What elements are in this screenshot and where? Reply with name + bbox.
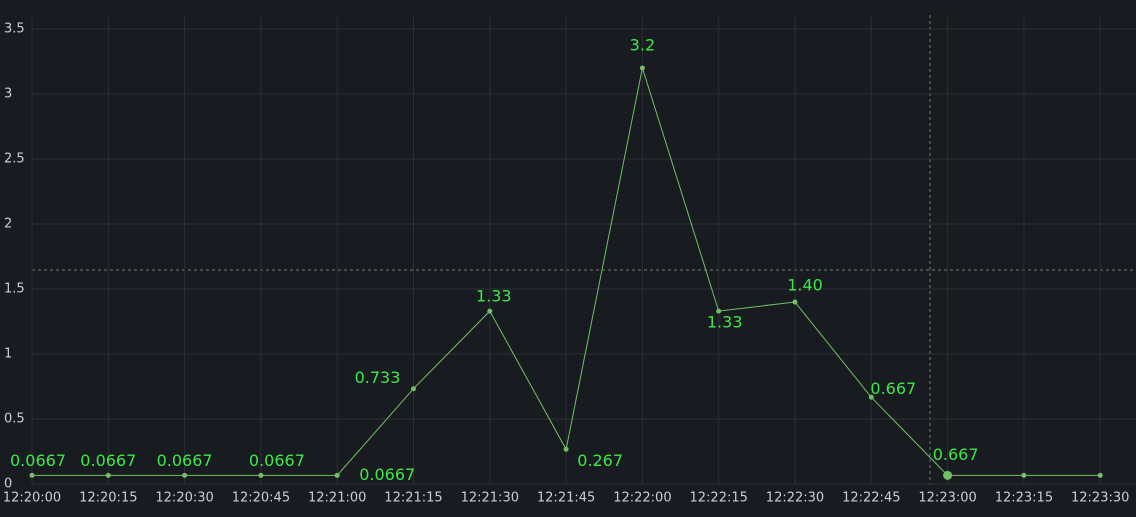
data-point [563,446,569,452]
x-tick-label: 12:22:45 [842,491,900,506]
x-tick-label: 12:20:30 [155,491,213,506]
value-label: 0.0667 [249,451,305,470]
value-label: 0.0667 [80,451,136,470]
value-label: 1.40 [787,276,823,295]
data-point [411,386,416,392]
data-point [1021,472,1027,478]
value-label: 0.267 [577,451,623,470]
x-tick-label: 12:20:15 [79,491,137,506]
value-label: 0.667 [870,379,916,398]
y-tick-label: 2 [4,217,12,232]
data-point [792,299,798,305]
data-point [487,308,493,314]
x-tick-label: 12:21:00 [308,491,366,506]
value-label: 0.0667 [10,451,66,470]
x-tick-label: 12:22:30 [766,491,824,506]
y-tick-label: 0 [4,477,12,492]
x-tick-label: 12:20:45 [232,491,290,506]
data-point [334,472,340,478]
x-tick-label: 12:21:30 [461,491,519,506]
data-point [868,394,874,400]
data-point [258,472,264,478]
x-tick-label: 12:20:00 [3,491,61,506]
value-label: 1.33 [476,287,512,306]
x-tick-label: 12:21:15 [384,491,442,506]
data-point [182,472,188,478]
data-point [105,472,111,478]
x-tick-label: 12:23:30 [1071,491,1129,506]
value-label: 0.733 [355,368,401,387]
x-tick-label: 12:22:15 [690,491,748,506]
data-point [716,308,722,314]
value-label: 1.33 [707,313,743,332]
data-point [639,65,645,71]
value-label: 3.2 [630,36,655,55]
y-tick-label: 1 [4,347,12,362]
data-point [29,472,35,478]
value-label: 0.0667 [359,465,415,484]
y-tick-label: 0.5 [4,412,25,427]
x-tick-label: 12:23:15 [995,491,1053,506]
data-point [943,470,953,480]
value-label: 0.0667 [157,451,213,470]
x-tick-label: 12:21:45 [537,491,595,506]
value-label: 0.667 [933,445,979,464]
y-tick-label: 3.5 [4,22,25,37]
data-point [1097,472,1103,478]
y-tick-label: 3 [4,87,12,102]
y-tick-label: 2.5 [4,152,25,167]
y-tick-label: 1.5 [4,282,25,297]
x-tick-label: 12:23:00 [918,491,976,506]
x-tick-label: 12:22:00 [613,491,671,506]
